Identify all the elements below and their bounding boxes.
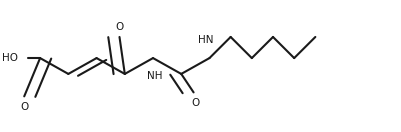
Text: HN: HN (198, 35, 213, 45)
Text: NH: NH (147, 71, 163, 81)
Text: HO: HO (2, 53, 18, 63)
Text: O: O (115, 22, 124, 32)
Text: O: O (20, 102, 28, 112)
Text: O: O (192, 98, 200, 108)
